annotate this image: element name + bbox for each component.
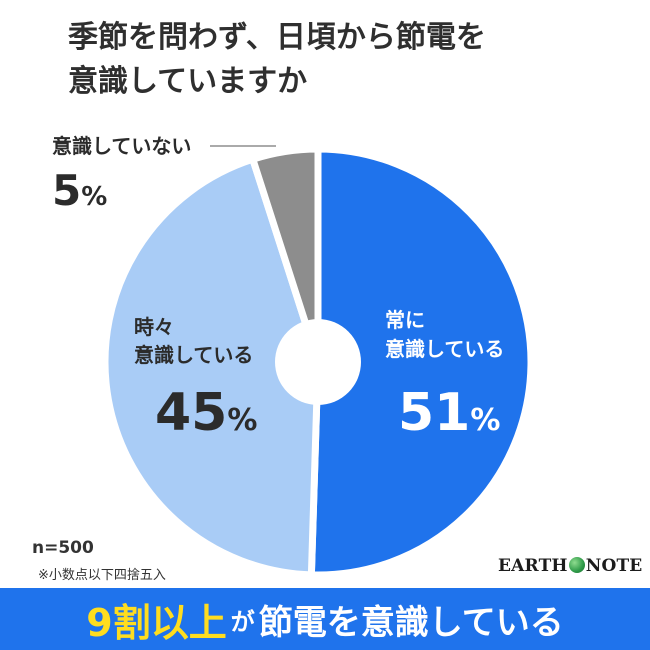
globe-icon [568,557,585,573]
slice-label-always-line1: 常に [385,308,425,332]
slice-value-always: 51% [398,383,500,443]
banner-text: 節電を意識している [258,602,564,643]
slice-label-sometimes-line1: 時々 [134,315,174,339]
chart-title: 季節を問わず、日頃から節電を 意識していますか [68,16,628,104]
title-line-1: 季節を問わず、日頃から節電を [68,20,486,55]
earth-note-logo: EARTH NOTE [498,556,642,576]
slice-label-not: 意識していない [52,134,191,158]
slice-value-not: 5% [52,166,107,215]
banner-highlight: 9割以上 [86,600,227,645]
logo-text-left: EARTH [498,556,568,576]
banner-particle: が [230,607,255,636]
logo-text-right: NOTE [585,556,643,576]
summary-banner: 9割以上 が 節電を意識している [0,588,650,650]
slices-group [101,145,535,579]
title-line-2: 意識していますか [68,64,308,99]
slice-label-always-line2: 意識している [385,337,504,361]
slice-always [307,145,535,579]
donut-chart: 常に 意識している 51% 時々 意識している 45% 意識していない 5% [52,134,535,579]
slice-value-sometimes: 45% [155,383,257,443]
donut-hole [275,319,361,405]
sample-size: n=500 [32,538,94,558]
slice-sometimes [101,154,322,579]
slice-label-sometimes-line2: 意識している [134,343,253,367]
footnote: ※小数点以下四捨五入 [38,568,166,583]
slice-not [248,145,322,364]
